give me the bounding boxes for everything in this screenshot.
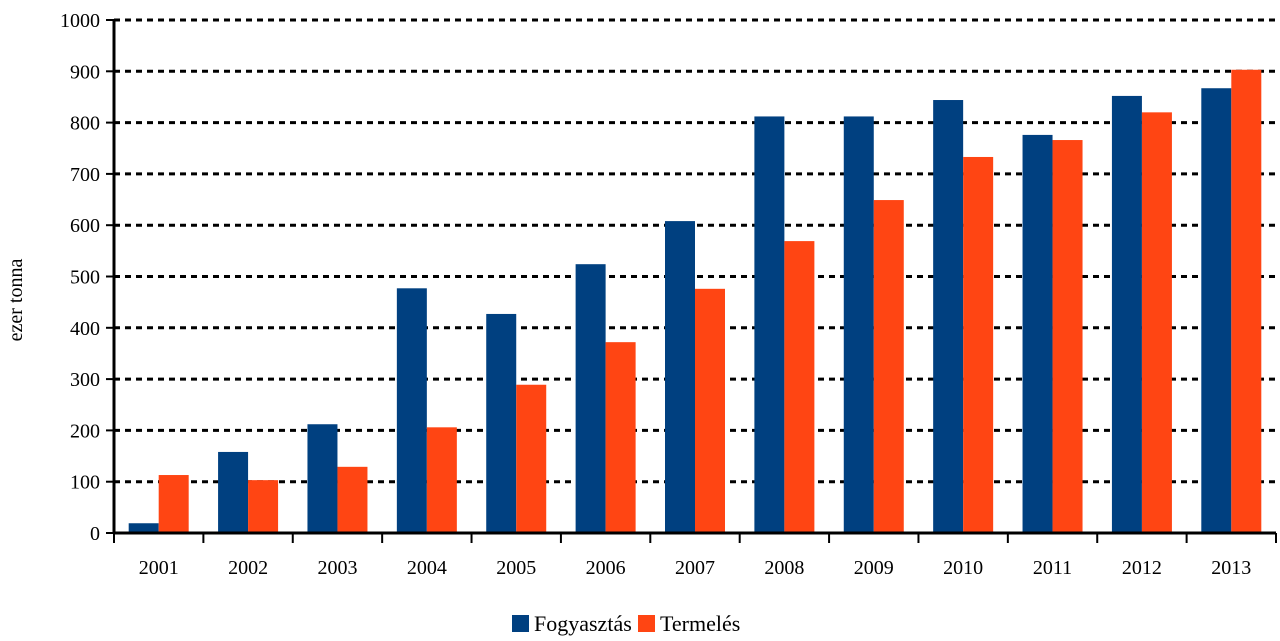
x-tick-label: 2005 xyxy=(496,557,536,579)
y-axis-title: ezer tonna xyxy=(5,259,27,342)
bar-termelés-2002 xyxy=(248,480,279,533)
bar-termelés-2005 xyxy=(516,384,547,533)
bar-termelés-2012 xyxy=(1141,112,1172,533)
y-tick-label: 200 xyxy=(70,420,100,442)
y-tick-label: 300 xyxy=(70,369,100,391)
x-tick-labels: 2001 2002 2003 2004 2005 2006 2007 2008 2009 2010… xyxy=(139,557,1252,579)
y-tick-label: 500 xyxy=(70,267,100,289)
bars xyxy=(128,69,1262,534)
x-tick-label: 2009 xyxy=(854,557,894,579)
bar-fogyasztás-2003 xyxy=(307,424,338,533)
bar-fogyasztás-2011 xyxy=(1022,134,1053,534)
x-tick-label: 2011 xyxy=(1033,557,1072,579)
bar-termelés-2008 xyxy=(784,241,815,533)
x-tick-label: 2003 xyxy=(317,557,357,579)
bar-termelés-2007 xyxy=(695,288,725,533)
legend-label: Fogyasztás xyxy=(534,611,632,636)
bar-fogyasztás-2004 xyxy=(396,288,427,533)
legend-swatch xyxy=(638,615,655,632)
bar-termelés-2013 xyxy=(1231,69,1262,534)
x-tick-label: 2013 xyxy=(1211,557,1251,579)
x-tick-label: 2007 xyxy=(675,557,715,579)
legend-label: Termelés xyxy=(660,611,740,636)
y-tick-label: 0 xyxy=(90,523,100,545)
bar-termelés-2011 xyxy=(1052,140,1083,534)
y-tick-label: 700 xyxy=(70,164,100,186)
x-tick-label: 2001 xyxy=(139,557,179,579)
bar-fogyasztás-2005 xyxy=(486,313,517,533)
y-tick-label: 1000 xyxy=(60,10,100,32)
bar-fogyasztás-2001 xyxy=(128,523,159,533)
bar-termelés-2003 xyxy=(337,466,368,533)
y-tick-label: 800 xyxy=(70,113,100,135)
axes xyxy=(106,19,1277,543)
x-tick-label: 2008 xyxy=(764,557,804,579)
bar-fogyasztás-2013 xyxy=(1201,88,1232,533)
y-tick-label: 100 xyxy=(70,472,100,494)
bar-fogyasztás-2006 xyxy=(575,264,606,533)
x-tick-label: 2012 xyxy=(1122,557,1162,579)
x-tick-label: 2010 xyxy=(943,557,983,579)
bar-fogyasztás-2010 xyxy=(933,100,964,533)
bar-termelés-2010 xyxy=(963,156,994,533)
bar-fogyasztás-2008 xyxy=(754,116,785,533)
y-tick-labels: 0 100 200 300 400 500 600 700 800 900 1000 xyxy=(60,10,100,545)
bar-fogyasztás-2012 xyxy=(1111,95,1142,533)
bar-termelés-2009 xyxy=(873,200,904,534)
legend-swatch xyxy=(512,615,529,632)
x-tick-label: 2004 xyxy=(407,557,447,579)
x-tick-label: 2006 xyxy=(586,557,626,579)
legend: Fogyasztás Termelés xyxy=(512,611,740,636)
bar-termelés-2001 xyxy=(158,475,189,533)
y-tick-label: 400 xyxy=(70,318,100,340)
bar-fogyasztás-2007 xyxy=(665,221,695,533)
y-tick-label: 900 xyxy=(70,61,100,83)
y-tick-label: 600 xyxy=(70,215,100,237)
bar-fogyasztás-2009 xyxy=(843,116,874,533)
bar-termelés-2006 xyxy=(605,342,636,533)
bar-fogyasztás-2002 xyxy=(218,451,249,533)
bar-termelés-2004 xyxy=(426,427,457,533)
x-tick-label: 2002 xyxy=(228,557,268,579)
